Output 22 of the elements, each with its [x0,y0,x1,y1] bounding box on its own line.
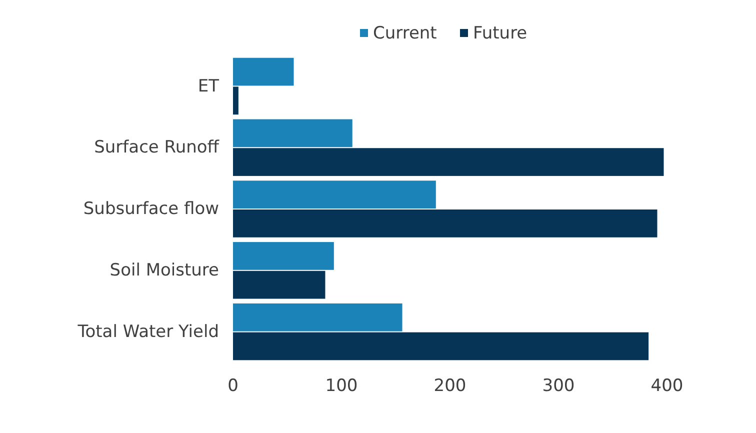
y-tick-label: Subsurface flow [83,199,220,220]
x-tick-label: 100 [325,376,358,396]
x-tick-label: 400 [650,376,684,396]
bar [233,86,238,115]
x-tick-label: 300 [542,376,575,396]
x-tick-label: 200 [434,376,466,396]
bar [233,119,352,148]
legend-label: Current [373,24,438,44]
y-tick-label: Surface Runoff [94,138,220,158]
bar [233,242,334,270]
bar [233,332,649,360]
legend-label: Future [473,24,528,44]
bar [233,303,402,332]
bar [233,148,664,176]
y-tick-label: Total Water Yield [76,322,219,342]
bar [233,270,326,299]
bar [233,180,436,208]
x-tick-label: 0 [228,376,238,396]
bar [233,210,658,238]
y-tick-label: ET [198,76,220,96]
bar [233,58,294,86]
y-tick-label: Soil Moisture [110,260,219,281]
